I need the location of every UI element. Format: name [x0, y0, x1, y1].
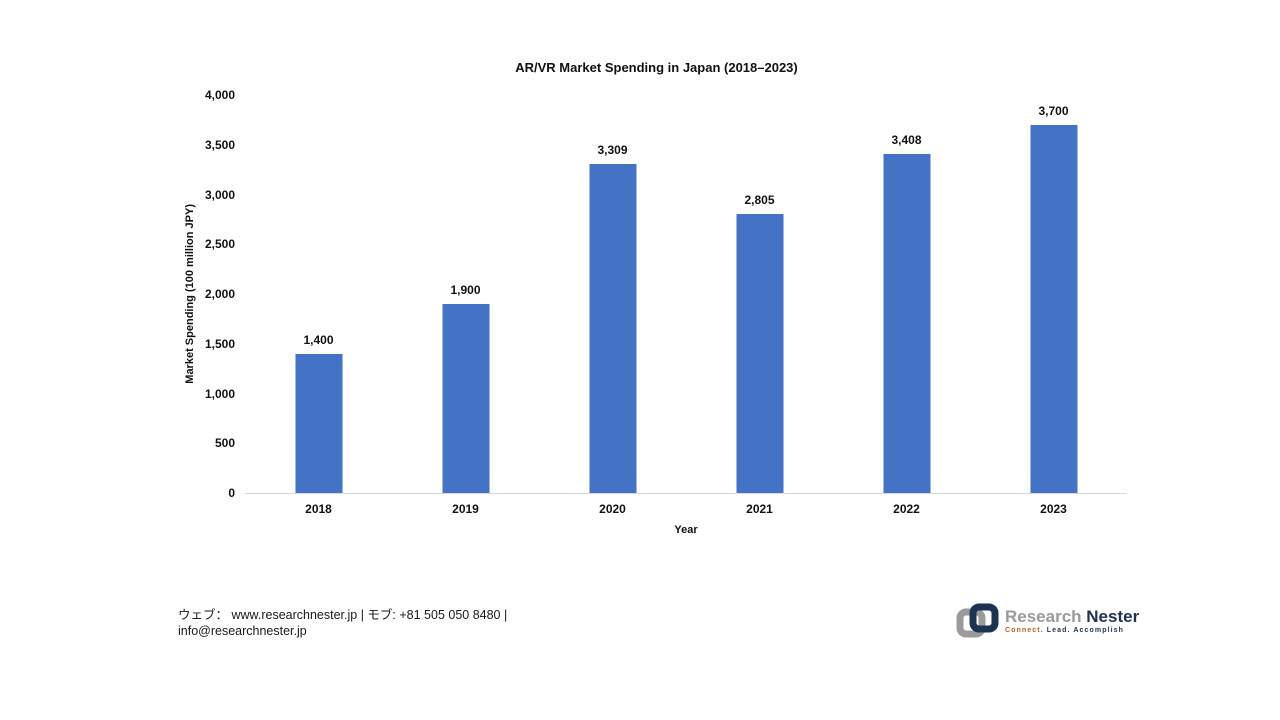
y-tick-label: 0: [228, 486, 235, 500]
bar-slot: 3,700: [980, 95, 1127, 493]
x-axis-labels: 2018 2019 2020 2021 2022 2023: [245, 502, 1127, 516]
bar-2019: [442, 303, 489, 493]
chart-title: AR/VR Market Spending in Japan (2018–202…: [515, 60, 798, 75]
bar-2022: [883, 153, 930, 493]
bar-2023: [1030, 124, 1077, 493]
footer-contact-line2: info@researchnester.jp: [178, 624, 307, 638]
logo-text: Research Nester Connect. Lead. Accomplis…: [1005, 607, 1139, 634]
x-tick-label: 2019: [452, 502, 479, 516]
bar-value-label: 2,805: [744, 192, 775, 207]
footer-contact-line1: ウェブ： www.researchnester.jp | モブ: +81 505…: [178, 608, 508, 622]
logo-name-nester: Nester: [1086, 607, 1140, 626]
y-tick-label: 500: [214, 436, 235, 451]
footer-contact: ウェブ： www.researchnester.jp | モブ: +81 505…: [178, 607, 568, 639]
logo-tagline: Connect. Lead. Accomplish: [1005, 627, 1139, 634]
x-tick-label: 2023: [1040, 502, 1067, 516]
x-tick-label: 2021: [746, 502, 773, 516]
bar-value-label: 3,408: [891, 132, 922, 147]
y-axis-ticks: 0 500 1,000 1,500 2,000 2,500 3,000 3,500 4,000: [147, 88, 235, 500]
bar-value-label: 3,700: [1038, 103, 1069, 118]
y-tick-label: 2,000: [204, 287, 235, 301]
y-tick-label: 3,500: [204, 137, 235, 152]
x-tick-label: 2022: [893, 502, 920, 516]
bar-slot: 1,900: [392, 95, 539, 493]
bar-2020: [589, 163, 636, 493]
y-tick-label: 3,000: [204, 187, 235, 202]
bar-slot: 1,400: [245, 95, 392, 493]
y-tick-label: 2,500: [204, 237, 235, 252]
y-tick-label: 1,500: [204, 336, 235, 351]
bar-slot: 2,805: [686, 95, 833, 493]
logo-name: Research Nester: [1005, 607, 1139, 626]
y-tick-label: 1,000: [204, 386, 235, 401]
y-tick-label: 4,000: [204, 88, 235, 102]
bar-value-label: 3,309: [597, 142, 628, 157]
x-axis-title: Year: [674, 524, 698, 536]
chain-link-logo-icon: [956, 603, 999, 638]
x-tick-label: 2020: [599, 502, 626, 516]
logo-name-research: Research: [1005, 607, 1087, 626]
x-tick-label: 2018: [305, 502, 332, 516]
bar-value-label: 1,900: [450, 282, 481, 297]
bar-slot: 3,408: [833, 95, 980, 493]
research-nester-logo: Research Nester Connect. Lead. Accomplis…: [955, 602, 1139, 639]
logo-tagline-lead-accomplish: Lead. Accomplish: [1046, 627, 1125, 634]
bar-slot: 3,309: [539, 95, 686, 493]
bar-2018: [295, 353, 342, 493]
bar-2021: [736, 213, 783, 493]
plot-area: 1,400 1,900 3,309 2,805 3,408 3,700: [245, 95, 1127, 494]
bar-value-label: 1,400: [303, 332, 334, 347]
logo-tagline-connect: Connect.: [1005, 627, 1047, 634]
